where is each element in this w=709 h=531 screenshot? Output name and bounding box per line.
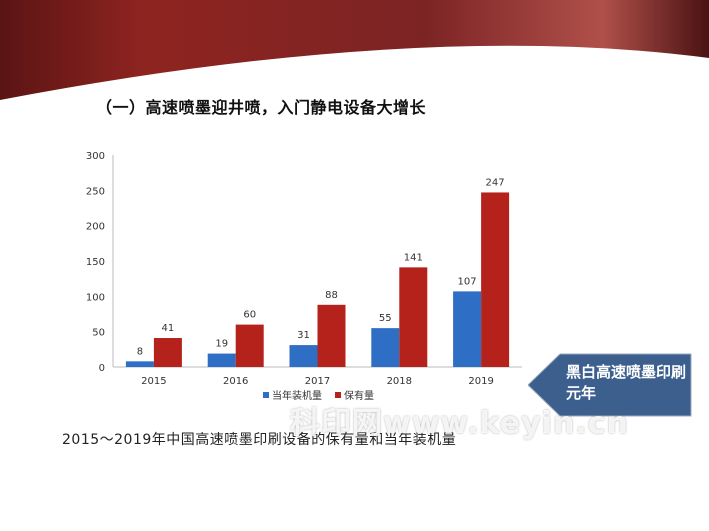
y-tick-label: 250 xyxy=(86,186,105,197)
y-tick-label: 100 xyxy=(86,292,105,303)
y-tick-label: 0 xyxy=(99,363,105,374)
header-banner xyxy=(0,0,709,100)
bar-installed xyxy=(207,353,236,367)
legend-label: 当年装机量 xyxy=(272,389,322,402)
data-label: 88 xyxy=(325,290,338,301)
x-tick-label: 2016 xyxy=(223,376,248,387)
bar-installed xyxy=(453,291,482,367)
bar-stock xyxy=(399,267,428,367)
x-tick-label: 2019 xyxy=(468,376,493,387)
callout-text: 黑白高速喷墨印刷元年 xyxy=(566,363,687,402)
bar-stock xyxy=(235,324,264,367)
y-tick-label: 50 xyxy=(92,328,105,339)
bar-installed xyxy=(289,345,318,367)
y-tick-label: 150 xyxy=(86,257,105,268)
data-label: 247 xyxy=(486,177,505,188)
data-label: 19 xyxy=(215,339,228,350)
legend-swatch xyxy=(335,392,341,398)
slide-title: （一）高速喷墨迎井喷，入门静电设备大增长 xyxy=(96,98,427,117)
watermark: 科印网www.keyin.cn xyxy=(290,406,629,441)
bar-stock xyxy=(153,338,182,367)
data-label: 31 xyxy=(297,330,310,341)
x-tick-label: 2015 xyxy=(141,376,166,387)
data-label: 60 xyxy=(243,310,256,321)
legend-label: 保有量 xyxy=(344,389,374,402)
x-tick-label: 2017 xyxy=(305,376,330,387)
legend-swatch xyxy=(263,392,269,398)
data-label: 141 xyxy=(404,252,423,263)
bar-stock xyxy=(317,304,346,367)
data-label: 55 xyxy=(379,313,392,324)
bar-installed xyxy=(371,328,400,367)
y-tick-label: 300 xyxy=(86,151,105,162)
x-tick-label: 2018 xyxy=(387,376,412,387)
chart-caption: 2015～2019年中国高速喷墨印刷设备的保有量和当年装机量 xyxy=(62,432,457,448)
y-tick-label: 200 xyxy=(86,222,105,233)
data-label: 107 xyxy=(458,276,477,287)
data-label: 8 xyxy=(137,346,143,357)
data-label: 41 xyxy=(162,323,175,334)
bar-installed xyxy=(125,361,154,367)
callout-arrow xyxy=(528,353,692,417)
bar-stock xyxy=(481,192,510,367)
